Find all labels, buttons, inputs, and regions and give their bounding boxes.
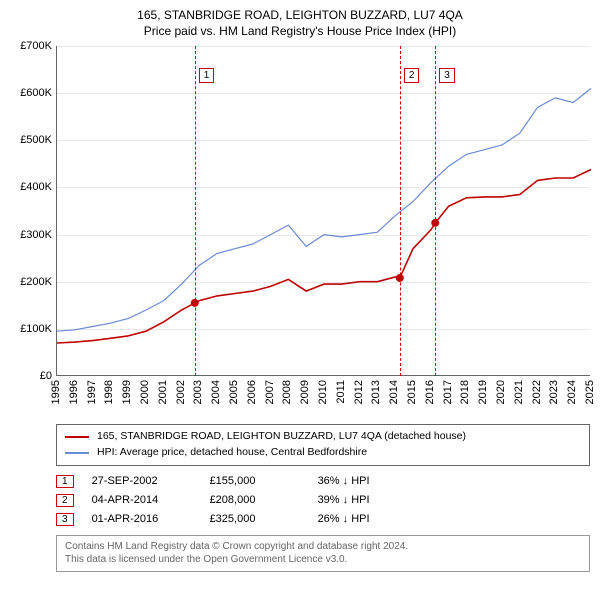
event-marker-line (400, 46, 401, 376)
x-tick-label: 2016 (424, 380, 436, 404)
event-number: 3 (56, 513, 74, 526)
event-price: £325,000 (210, 513, 300, 525)
x-tick-label: 2015 (406, 380, 418, 404)
x-tick-label: 2013 (370, 380, 382, 404)
event-number: 2 (56, 494, 74, 507)
gridline (57, 282, 590, 283)
event-delta: 26% ↓ HPI (318, 513, 428, 525)
y-axis: £0£100K£200K£300K£400K£500K£600K£700K (10, 46, 56, 376)
chart-area: £0£100K£200K£300K£400K£500K£600K£700K 12… (10, 46, 590, 416)
event-price: £155,000 (210, 475, 300, 487)
line-series (57, 46, 591, 376)
y-tick-label: £200K (20, 276, 52, 288)
x-tick-label: 1998 (103, 380, 115, 404)
x-tick-label: 2024 (566, 380, 578, 404)
x-tick-label: 2025 (584, 380, 596, 404)
gridline (57, 140, 590, 141)
x-tick-label: 2018 (459, 380, 471, 404)
y-tick-label: £400K (20, 181, 52, 193)
event-table: 1 27-SEP-2002 £155,000 36% ↓ HPI 2 04-APR-201… (56, 472, 590, 529)
x-tick-label: 2012 (353, 380, 365, 404)
attribution: Contains HM Land Registry data © Crown c… (56, 535, 590, 572)
x-tick-label: 2007 (264, 380, 276, 404)
y-tick-label: £600K (20, 87, 52, 99)
gridline (57, 93, 590, 94)
event-marker-line (195, 46, 196, 376)
x-tick-label: 2005 (228, 380, 240, 404)
x-tick-label: 2006 (246, 380, 258, 404)
x-tick-label: 2011 (335, 380, 347, 404)
x-tick-label: 1999 (121, 380, 133, 404)
x-tick-label: 2008 (281, 380, 293, 404)
series-line-price_paid (57, 170, 591, 344)
legend-row: HPI: Average price, detached house, Cent… (65, 445, 581, 461)
chart-subtitle: Price paid vs. HM Land Registry's House … (10, 24, 590, 38)
event-marker-line (435, 46, 436, 376)
event-marker-badge: 1 (199, 68, 215, 83)
x-tick-label: 2010 (317, 380, 329, 404)
x-tick-label: 2019 (477, 380, 489, 404)
x-tick-label: 2001 (157, 380, 169, 404)
attribution-line: This data is licensed under the Open Gov… (65, 553, 581, 567)
y-tick-label: £500K (20, 134, 52, 146)
legend-swatch (65, 436, 89, 438)
legend-swatch (65, 452, 89, 454)
attribution-line: Contains HM Land Registry data © Crown c… (65, 540, 581, 554)
event-date: 04-APR-2014 (92, 494, 192, 506)
x-tick-label: 2004 (210, 380, 222, 404)
event-row: 2 04-APR-2014 £208,000 39% ↓ HPI (56, 491, 590, 510)
x-tick-label: 2017 (442, 380, 454, 404)
event-delta: 36% ↓ HPI (318, 475, 428, 487)
x-tick-label: 2002 (175, 380, 187, 404)
legend-row: 165, STANBRIDGE ROAD, LEIGHTON BUZZARD, … (65, 429, 581, 445)
x-tick-label: 1995 (50, 380, 62, 404)
x-tick-label: 2023 (548, 380, 560, 404)
event-row: 3 01-APR-2016 £325,000 26% ↓ HPI (56, 510, 590, 529)
x-tick-label: 2014 (388, 380, 400, 404)
x-tick-label: 2021 (513, 380, 525, 404)
event-number: 1 (56, 475, 74, 488)
legend: 165, STANBRIDGE ROAD, LEIGHTON BUZZARD, … (56, 424, 590, 466)
event-date: 27-SEP-2002 (92, 475, 192, 487)
x-tick-label: 2022 (531, 380, 543, 404)
x-tick-label: 2000 (139, 380, 151, 404)
legend-label: HPI: Average price, detached house, Cent… (97, 445, 367, 461)
series-line-hpi (57, 88, 591, 331)
y-tick-label: £700K (20, 40, 52, 52)
chart-title: 165, STANBRIDGE ROAD, LEIGHTON BUZZARD, … (10, 8, 590, 22)
plot-area: 1 2 3 (56, 46, 590, 376)
event-marker-badge: 3 (439, 68, 455, 83)
y-tick-label: £100K (20, 323, 52, 335)
x-tick-label: 1997 (86, 380, 98, 404)
x-axis: 1995199619971998199920002001200220032004… (56, 376, 590, 416)
x-tick-label: 2020 (495, 380, 507, 404)
y-tick-label: £300K (20, 229, 52, 241)
chart-container: 165, STANBRIDGE ROAD, LEIGHTON BUZZARD, … (0, 0, 600, 582)
gridline (57, 46, 590, 47)
legend-label: 165, STANBRIDGE ROAD, LEIGHTON BUZZARD, … (97, 429, 466, 445)
x-tick-label: 2003 (192, 380, 204, 404)
event-date: 01-APR-2016 (92, 513, 192, 525)
x-tick-label: 2009 (299, 380, 311, 404)
gridline (57, 235, 590, 236)
event-row: 1 27-SEP-2002 £155,000 36% ↓ HPI (56, 472, 590, 491)
event-delta: 39% ↓ HPI (318, 494, 428, 506)
gridline (57, 329, 590, 330)
event-price: £208,000 (210, 494, 300, 506)
gridline (57, 187, 590, 188)
event-marker-badge: 2 (404, 68, 420, 83)
x-tick-label: 1996 (68, 380, 80, 404)
